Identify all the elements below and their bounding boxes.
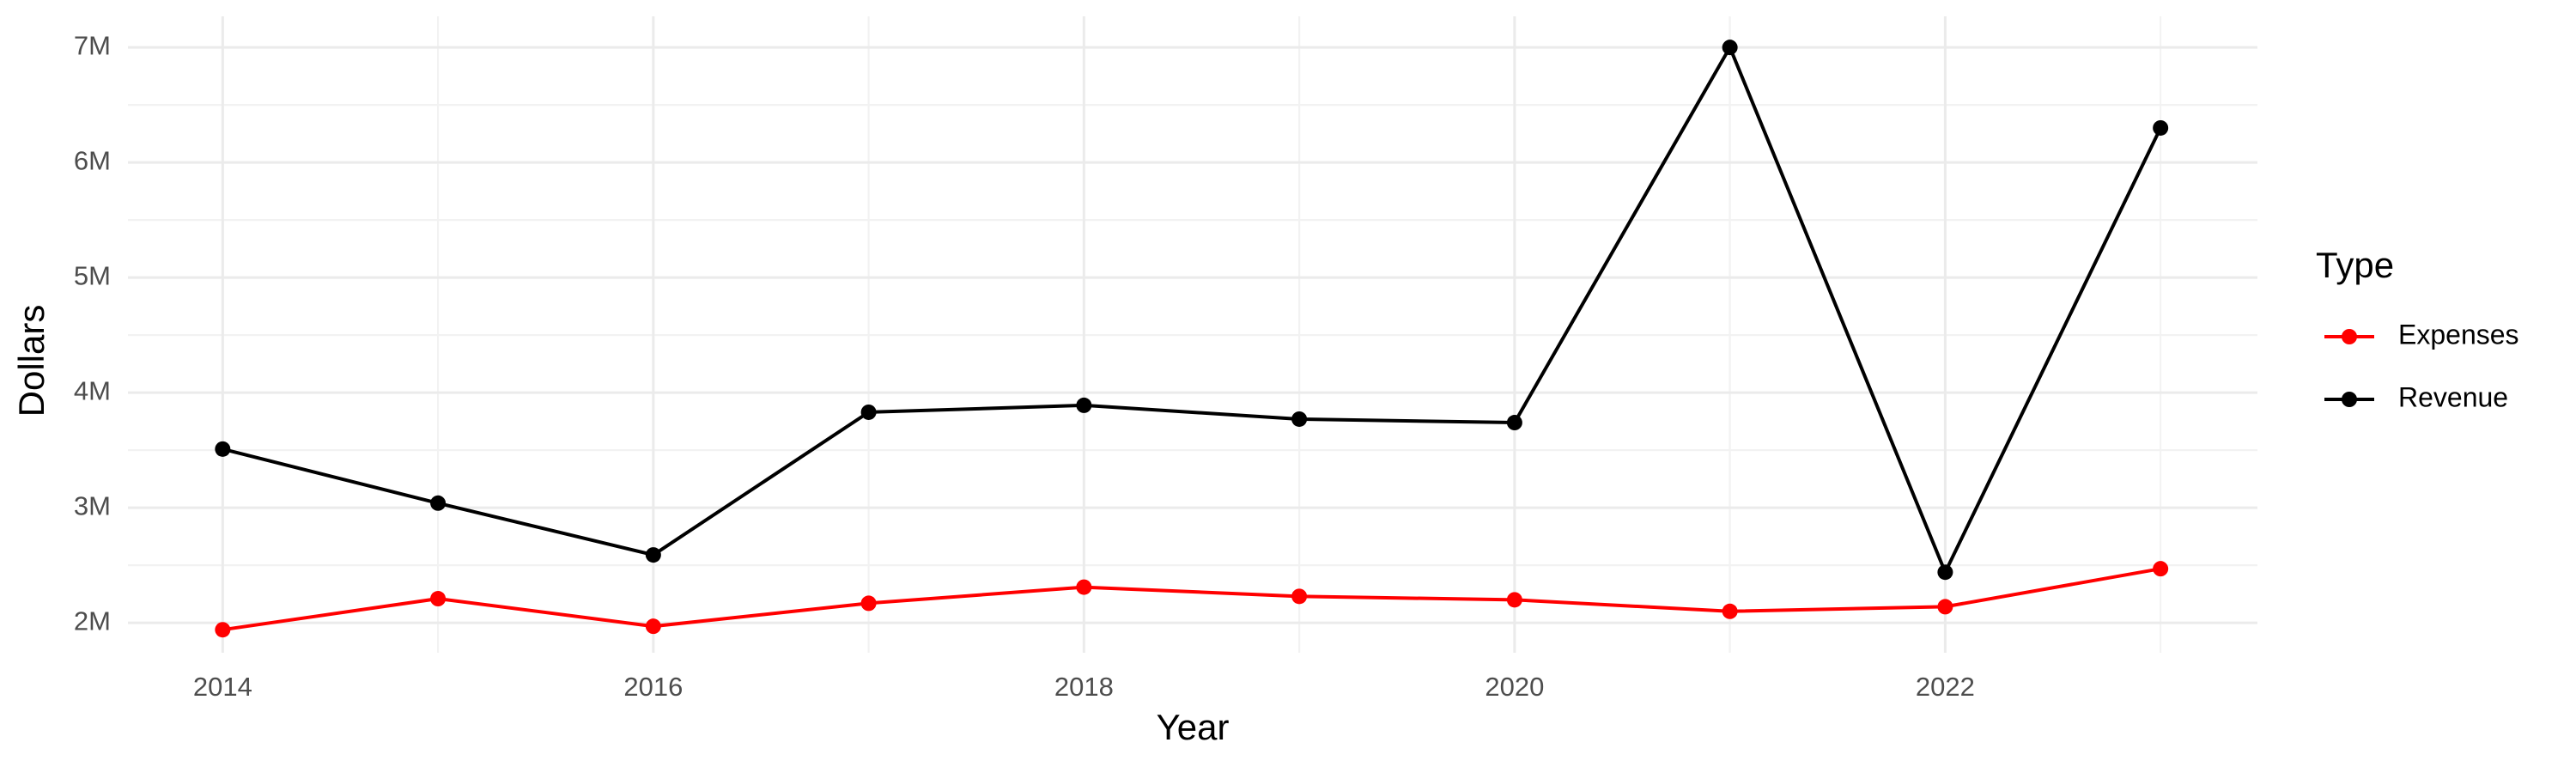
y-tick-label: 4M	[74, 375, 111, 405]
data-point	[1506, 592, 1522, 608]
x-tick-label: 2018	[1054, 672, 1114, 702]
series-line	[222, 43, 2162, 577]
data-point	[430, 495, 447, 511]
data-point	[860, 595, 877, 612]
x-tick-label: 2022	[1916, 672, 1975, 702]
data-point	[1076, 397, 1092, 413]
x-axis-title: Year	[1157, 707, 1230, 747]
data-point	[860, 404, 877, 420]
data-point	[1291, 588, 1308, 605]
data-point	[1506, 415, 1522, 431]
y-tick-label: 7M	[74, 30, 111, 60]
data-point	[1937, 564, 1953, 581]
x-tick-label: 2014	[193, 672, 252, 702]
data-point	[2153, 561, 2169, 577]
data-point	[215, 622, 231, 638]
data-point	[2153, 119, 2169, 136]
data-point	[645, 618, 661, 635]
data-point	[215, 441, 231, 457]
data-point	[430, 591, 447, 607]
legend-key-point	[2342, 392, 2357, 407]
y-tick-label: 3M	[74, 490, 111, 520]
data-point	[1722, 603, 1738, 619]
y-tick-label: 6M	[74, 145, 111, 175]
legend-key-point	[2342, 329, 2357, 344]
legend-title: Type	[2316, 245, 2394, 285]
x-tick-label: 2020	[1485, 672, 1544, 702]
y-axis-title: Dollars	[11, 305, 52, 417]
series-line	[222, 567, 2161, 632]
y-tick-label: 5M	[74, 260, 111, 290]
data-point	[1076, 579, 1092, 595]
data-point	[1722, 40, 1738, 56]
legend-label: Expenses	[2398, 319, 2519, 350]
data-point	[1937, 599, 1953, 615]
data-point	[1291, 411, 1308, 427]
data-point	[645, 547, 661, 563]
x-tick-label: 2016	[623, 672, 683, 702]
legend-label: Revenue	[2398, 381, 2508, 412]
y-tick-label: 2M	[74, 606, 111, 636]
